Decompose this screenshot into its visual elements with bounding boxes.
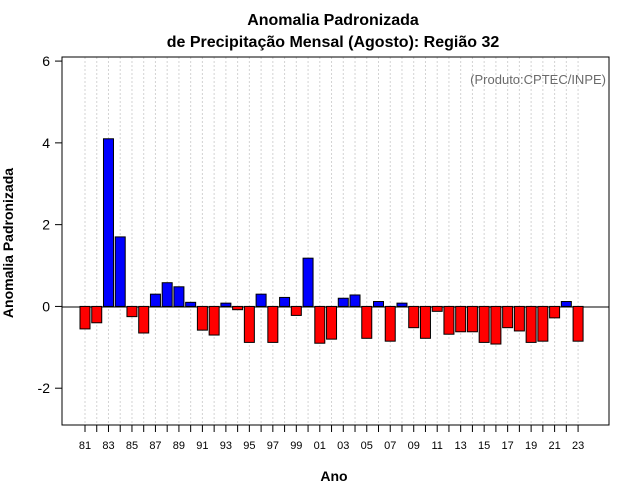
bar-1995 — [243, 305, 255, 343]
x-tick-label: 85 — [126, 440, 138, 452]
x-tick-label: 15 — [478, 440, 490, 452]
bar-1991 — [196, 305, 208, 331]
bar-1989 — [173, 286, 185, 307]
bar-1999 — [290, 305, 302, 316]
bar-2019 — [525, 305, 537, 343]
bar-2015 — [478, 305, 490, 343]
y-axis: -2 0 2 4 6 — [38, 53, 62, 396]
bar-1986 — [138, 305, 150, 334]
bar-1994 — [232, 305, 244, 311]
bar-1993 — [220, 302, 232, 307]
x-tick-label: 11 — [431, 440, 442, 452]
y-tick-label: 2 — [42, 217, 50, 233]
chart-title-line-2: de Precipitação Mensal (Agosto): Região … — [167, 34, 500, 51]
bar-1987 — [149, 293, 161, 307]
x-tick-label: 93 — [220, 440, 232, 452]
x-tick-label: 01 — [314, 440, 326, 452]
y-tick-label: 6 — [42, 53, 50, 69]
bar-1984 — [114, 236, 126, 307]
bar-1998 — [279, 296, 291, 307]
x-tick-label: 21 — [548, 440, 560, 452]
grid-lines — [84, 57, 579, 425]
bar-2009 — [408, 305, 420, 329]
bar-2006 — [373, 301, 384, 307]
bar-2008 — [396, 302, 408, 307]
bar-2018 — [513, 305, 525, 332]
bar-2014 — [466, 305, 478, 333]
x-tick-label: 97 — [267, 440, 279, 452]
x-tick-label: 13 — [455, 440, 467, 452]
x-axis: 81 83 85 87 89 91 93 95 97 99 01 03 05 07 09 11 13 15 17 19… — [79, 425, 584, 452]
bar-2022 — [560, 301, 572, 307]
bar-2000 — [302, 257, 314, 307]
x-tick-label: 89 — [173, 440, 185, 452]
y-tick-label: -2 — [38, 380, 51, 396]
x-tick-label: 99 — [290, 440, 302, 452]
bar-2005 — [361, 305, 373, 339]
bar-2012 — [443, 305, 455, 335]
bar-2017 — [502, 305, 514, 329]
bar-2010 — [419, 305, 431, 339]
x-tick-label: 07 — [384, 440, 396, 452]
bar-1992 — [208, 305, 220, 336]
x-tick-label: 17 — [502, 440, 514, 452]
bar-1985 — [126, 305, 138, 318]
x-tick-label: 95 — [243, 440, 255, 452]
x-tick-label: 91 — [196, 440, 208, 452]
bar-2011 — [431, 305, 443, 312]
x-tick-label: 83 — [102, 440, 114, 452]
credit-text: (Produto:CPTEC/INPE) — [470, 72, 606, 87]
bar-1990 — [185, 301, 197, 307]
bar-2016 — [490, 305, 502, 345]
bars — [79, 138, 584, 345]
bar-2023 — [572, 305, 584, 342]
x-tick-label: 05 — [361, 440, 373, 452]
x-tick-label: 81 — [79, 440, 91, 452]
bar-1996 — [255, 293, 267, 307]
bar-1988 — [161, 282, 173, 307]
y-tick-label: 0 — [42, 298, 50, 314]
bar-2021 — [549, 305, 561, 319]
x-axis-label: Ano — [320, 468, 347, 484]
bar-1982 — [91, 305, 103, 324]
bar-2001 — [314, 305, 326, 344]
bar-1983 — [102, 138, 114, 307]
chart-title-line-1: Anomalia Padronizada — [247, 12, 419, 29]
bar-2003 — [337, 297, 349, 307]
x-tick-label: 19 — [525, 440, 537, 452]
y-tick-label: 4 — [42, 135, 50, 151]
y-axis-label: Anomalia Padronizada — [0, 168, 16, 318]
x-tick-label: 87 — [149, 440, 161, 452]
plot-frame — [61, 56, 610, 426]
bar-2002 — [326, 305, 338, 340]
x-tick-label: 03 — [337, 440, 349, 452]
x-tick-label: 23 — [572, 440, 584, 452]
x-tick-label: 09 — [408, 440, 420, 452]
bar-2020 — [537, 305, 549, 342]
bar-2013 — [455, 305, 467, 333]
bar-1981 — [79, 305, 91, 330]
bar-1997 — [267, 305, 279, 343]
bar-2007 — [384, 305, 396, 342]
bar-2004 — [349, 294, 361, 307]
